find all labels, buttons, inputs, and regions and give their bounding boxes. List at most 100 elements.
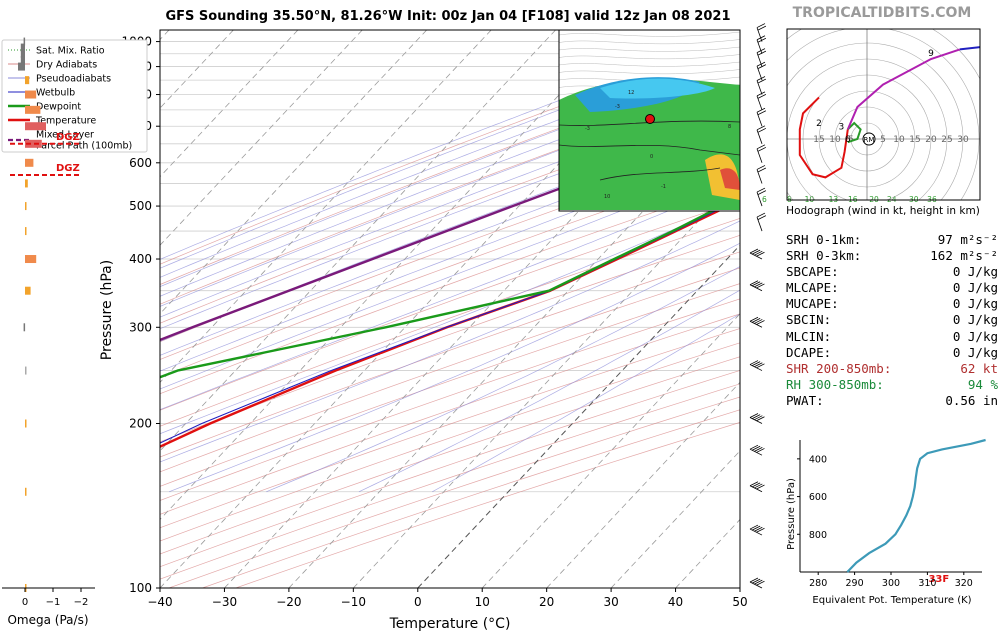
- hodograph-ring-label: 5: [880, 135, 886, 145]
- wind-barb-staff: [749, 448, 763, 456]
- y-tick-label: 200: [129, 417, 152, 431]
- stat-row: SRH 0-3km: 162 m²s⁻²: [786, 248, 998, 264]
- stat-label: SHR 200-850mb:: [786, 360, 892, 376]
- x-tick-label: 0: [414, 595, 422, 609]
- wind-barb-flag: [756, 580, 765, 586]
- rm-label: RM: [864, 136, 875, 144]
- theta-e-xlabel: Equivalent Pot. Temperature (K): [812, 595, 971, 606]
- surface-temp-label: 33F: [928, 574, 949, 585]
- wind-barb-staff: [749, 417, 763, 424]
- dry-adiabat: [160, 328, 740, 529]
- isotherm: [417, 244, 740, 588]
- legend-label: Parcel Path (100mb): [36, 141, 132, 152]
- mixing-ratio-line: [904, 30, 1000, 206]
- isotherm: [160, 30, 492, 383]
- contour-line: [559, 120, 740, 126]
- wind-barb-flag: [757, 146, 767, 152]
- wind-barb-flag: [749, 481, 759, 487]
- theta-e-y-tick-label: 800: [809, 530, 827, 541]
- precip-red: [720, 168, 740, 190]
- dry-adiabat: [160, 298, 740, 501]
- pseudoadiabat: [168, 242, 740, 493]
- omega-tick-label: −1: [46, 597, 61, 608]
- wind-barb-flag: [756, 527, 765, 533]
- pseudoadiabat: [432, 313, 740, 493]
- x-tick-label: −40: [147, 595, 172, 609]
- wind-barb-flag: [756, 125, 766, 131]
- legend-label: Mixed-Layer: [36, 130, 94, 141]
- omega-tick-label: −2: [74, 597, 89, 608]
- wind-barb-staff: [749, 528, 763, 536]
- theta-e-line: [846, 438, 986, 573]
- wind-barb-flag: [756, 283, 765, 289]
- wind-barb-flag: [754, 579, 763, 585]
- wind-barb-flag: [751, 249, 761, 255]
- stat-label: MLCIN:: [786, 328, 832, 344]
- wind-barb-flag: [757, 78, 767, 84]
- omega-bar: [25, 158, 34, 167]
- wind-barb-flag: [756, 320, 765, 325]
- stat-row: SBCIN: 0 J/kg: [786, 312, 998, 328]
- wind-barb-staff: [749, 364, 763, 371]
- isotherm: [160, 30, 685, 588]
- stat-value: 162 m²s⁻²: [930, 248, 998, 264]
- wind-barb-flag: [757, 190, 767, 195]
- lm-label: LM: [774, 147, 784, 155]
- stat-label: SRH 0-3km:: [786, 248, 862, 264]
- omega-bar: [25, 139, 42, 148]
- dry-adiabat: [160, 105, 740, 324]
- hodograph-height-label: 9: [928, 49, 934, 59]
- wind-barb-flag: [757, 127, 767, 133]
- mixing-ratio-line: [824, 30, 1000, 206]
- stat-value: 94 %: [967, 376, 998, 392]
- wind-barb-flag: [754, 415, 763, 421]
- wind-barb-flag: [756, 212, 766, 218]
- contour-label: 12: [628, 90, 634, 96]
- wind-barb-flag: [749, 577, 759, 583]
- omega-bar: [25, 179, 28, 188]
- hodograph-height-label: 6: [845, 135, 851, 145]
- contour-label: -1: [661, 184, 666, 190]
- wind-barb-flag: [751, 414, 761, 419]
- legend-label: Temperature: [35, 116, 96, 127]
- wind-barb-flag: [749, 248, 759, 254]
- contour-label: -3: [585, 126, 590, 132]
- contour-line: [599, 167, 721, 181]
- contour-label: 8: [728, 124, 731, 130]
- pseudoadiabat: [160, 180, 740, 411]
- wind-barb-flag: [756, 107, 766, 113]
- wind-barb-staff: [749, 284, 763, 292]
- dry-adiabat: [160, 234, 740, 443]
- theta-e-y-tick-label: 600: [809, 492, 827, 503]
- stat-value: 0 J/kg: [952, 264, 998, 280]
- stat-label: DCAPE:: [786, 344, 832, 360]
- wind-barb-flag: [751, 578, 761, 584]
- wind-barb-flag: [757, 64, 767, 70]
- mixing-ratio-line: [780, 30, 1000, 206]
- wind-barb-staff: [749, 320, 763, 328]
- wind-barb-flag: [757, 94, 767, 99]
- dry-adiabat: [160, 84, 740, 305]
- dry-adiabat: [160, 182, 740, 395]
- wind-barb-flag: [749, 413, 759, 418]
- y-tick-label: 500: [129, 199, 152, 213]
- precip-green: [559, 79, 740, 210]
- wind-barb-flag: [749, 360, 759, 365]
- dry-adiabat: [160, 267, 740, 473]
- wind-barb-flag: [756, 484, 765, 490]
- dewpoint-line: [160, 195, 740, 379]
- dry-adiabat: [160, 342, 740, 542]
- isotherm: [160, 30, 621, 521]
- isotherm: [353, 176, 740, 588]
- precip-cyan: [600, 78, 715, 99]
- wind-barb-flag: [754, 483, 763, 489]
- contour-label: 0: [650, 154, 653, 160]
- hodograph-ring-label: 20: [925, 135, 937, 145]
- wind-barb-flag: [751, 482, 761, 488]
- wind-barb-flag: [749, 524, 759, 530]
- stat-value: 0 J/kg: [952, 312, 998, 328]
- pseudoadiabat: [160, 71, 740, 297]
- stat-row: DCAPE: 0 J/kg: [786, 345, 998, 361]
- omega-bar: [18, 62, 25, 71]
